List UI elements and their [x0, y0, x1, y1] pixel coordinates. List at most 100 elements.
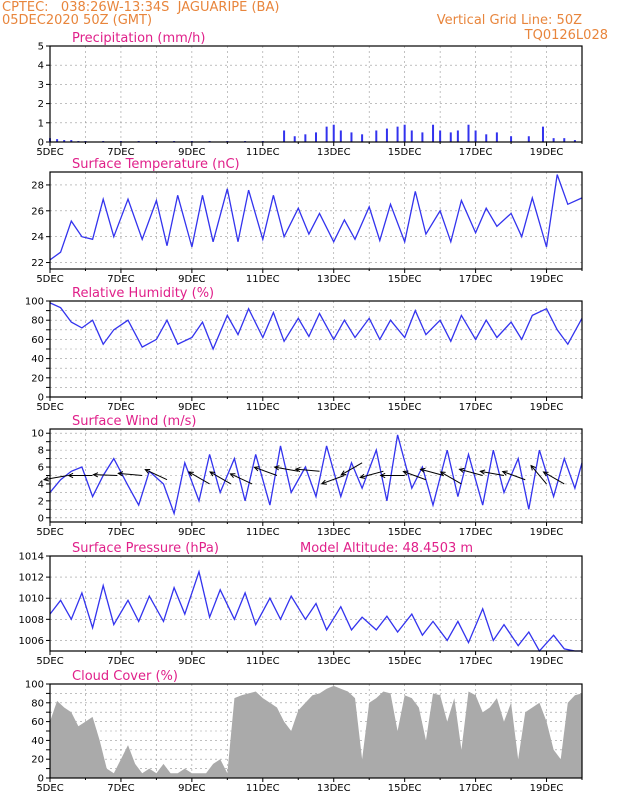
- x-tick-label: 17DEC: [459, 783, 493, 794]
- wind-arrow-head: [187, 471, 194, 477]
- x-tick-label: 5DEC: [36, 783, 63, 794]
- y-tick-label: 28: [31, 180, 44, 191]
- wind-arrow-head: [117, 471, 124, 477]
- wind-arrow-shaft: [420, 468, 444, 476]
- precip-bar: [56, 139, 59, 142]
- y-tick-label: 0: [38, 393, 44, 404]
- x-tick-label: 19DEC: [530, 402, 564, 413]
- series-line: [49, 569, 582, 653]
- x-tick-label: 13DEC: [317, 527, 351, 538]
- x-tick-label: 5DEC: [36, 402, 63, 413]
- series-line: [49, 174, 583, 261]
- x-tick-label: 15DEC: [388, 783, 422, 794]
- x-tick-label: 9DEC: [178, 656, 205, 667]
- precip-bar: [474, 130, 477, 142]
- precip-bar: [361, 134, 364, 142]
- y-tick-label: 1: [38, 118, 44, 129]
- precip-bar: [375, 130, 378, 142]
- y-tick-label: 10: [31, 429, 44, 440]
- panel-2: 0 20 40 60 80 100 5DEC 7DEC 9DEC 11DEC 13DEC 15DEC 1…: [25, 286, 583, 413]
- wind-arrow-shaft: [145, 469, 168, 481]
- x-tick-label: 17DEC: [459, 402, 493, 413]
- panel-frame: [49, 683, 583, 779]
- x-tick-label: 19DEC: [530, 147, 564, 158]
- panel-title: Surface Wind (m/s): [72, 414, 196, 429]
- y-tick-label: 26: [31, 206, 44, 217]
- wind-arrow-shaft: [274, 466, 299, 472]
- y-tick-label: 4: [38, 61, 44, 72]
- wind-arrow-shaft: [93, 474, 118, 476]
- panel-frame: [49, 171, 583, 270]
- y-tick-label: 100: [25, 680, 44, 691]
- y-tick-label: 1014: [19, 552, 44, 563]
- precip-bar: [325, 126, 328, 142]
- header-station: CPTEC: 038:26W-13:34S JAGUARIPE (BA): [2, 0, 280, 15]
- y-tick-label: 8: [38, 446, 44, 457]
- wind-arrow-shaft: [530, 465, 547, 485]
- x-tick-label: 13DEC: [317, 656, 351, 667]
- precip-bar: [485, 134, 488, 142]
- wind-arrow-head: [402, 470, 409, 476]
- y-tick-label: 40: [31, 736, 44, 747]
- wind-arrow-head: [379, 472, 386, 479]
- precip-bar: [385, 128, 388, 142]
- x-tick-label: 5DEC: [36, 527, 63, 538]
- wind-arrow-head: [67, 472, 74, 479]
- precip-bar: [396, 126, 399, 142]
- panel-frame: [49, 555, 583, 652]
- precip-bar: [410, 130, 413, 142]
- wind-arrow-shaft: [403, 471, 427, 481]
- precip-bar: [495, 132, 498, 142]
- y-tick-label: 60: [31, 335, 44, 346]
- y-tick-label: 0: [38, 513, 44, 524]
- x-tick-label: 9DEC: [178, 147, 205, 158]
- wind-arrow-shaft: [543, 471, 565, 485]
- x-tick-label: 17DEC: [459, 147, 493, 158]
- wind-arrow-shaft: [230, 473, 253, 485]
- wind-arrow-shaft: [118, 472, 143, 476]
- y-tick-label: 1010: [19, 594, 44, 605]
- y-tick-label: 100: [25, 297, 44, 308]
- wind-arrow-head: [479, 469, 486, 475]
- wind-arrow-shaft: [459, 468, 483, 476]
- precip-bar: [332, 124, 335, 142]
- panel-0: 0 1 2 3 4 5 5DEC 7DEC 9DEC 11DEC 13DEC 15DEC 17DEC 19…: [36, 31, 583, 158]
- panel-title: Cloud Cover (%): [72, 669, 178, 684]
- x-tick-label: 13DEC: [317, 274, 351, 285]
- x-tick-label: 15DEC: [388, 527, 422, 538]
- x-tick-label: 11DEC: [246, 274, 280, 285]
- y-tick-label: 1006: [19, 636, 44, 647]
- x-tick-label: 17DEC: [459, 656, 493, 667]
- x-tick-label: 5DEC: [36, 147, 63, 158]
- x-tick-label: 7DEC: [107, 527, 134, 538]
- x-tick-label: 7DEC: [107, 147, 134, 158]
- y-tick-label: 1012: [19, 573, 44, 584]
- y-tick-label: 4: [38, 479, 44, 490]
- precip-bar: [541, 126, 544, 142]
- panel-title: Precipitation (mm/h): [72, 31, 205, 46]
- wind-arrow-head: [458, 467, 465, 473]
- precip-bar: [70, 140, 73, 142]
- precip-bar: [421, 132, 424, 142]
- wind-arrow-head: [253, 466, 260, 472]
- x-tick-label: 5DEC: [36, 274, 63, 285]
- x-tick-label: 13DEC: [317, 402, 351, 413]
- wind-arrow-shaft: [295, 468, 320, 472]
- x-tick-label: 11DEC: [246, 656, 280, 667]
- cloud-area: [50, 685, 582, 778]
- x-tick-label: 11DEC: [246, 527, 280, 538]
- panel-frame: [49, 428, 583, 523]
- wind-arrow-head: [42, 476, 50, 482]
- x-tick-label: 9DEC: [178, 402, 205, 413]
- series-line: [49, 434, 583, 516]
- precip-bar: [449, 132, 452, 142]
- x-tick-label: 7DEC: [107, 402, 134, 413]
- header-grid-line: Vertical Grid Line: 50Z: [436, 13, 582, 28]
- x-tick-label: 19DEC: [530, 783, 564, 794]
- wind-arrow-head: [320, 479, 327, 485]
- precip-bar: [304, 134, 307, 142]
- x-tick-label: 15DEC: [388, 274, 422, 285]
- wind-arrow-head: [501, 470, 508, 476]
- x-tick-label: 7DEC: [107, 656, 134, 667]
- x-tick-label: 11DEC: [246, 147, 280, 158]
